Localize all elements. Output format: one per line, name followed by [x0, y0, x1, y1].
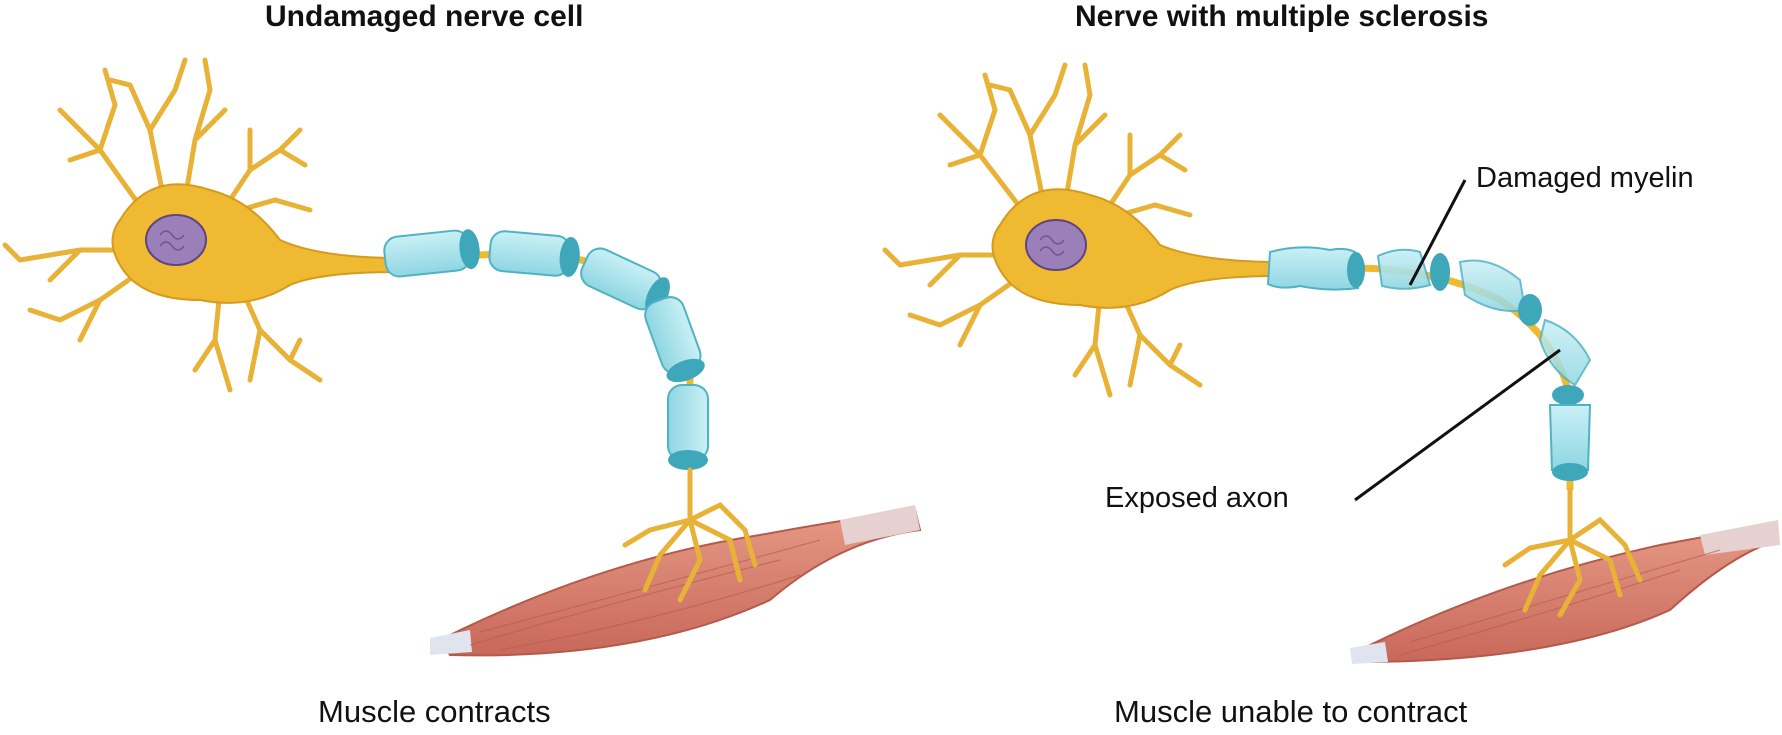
left-panel-caption: Muscle contracts	[318, 694, 551, 729]
left-neuron	[2, 57, 922, 657]
right-neuron	[882, 62, 1780, 664]
left-soma	[111, 183, 401, 304]
right-nucleus	[1025, 219, 1087, 271]
exposed-axon-leader	[1354, 348, 1561, 502]
right-axon-terminals	[1502, 487, 1643, 618]
left-panel-title: Undamaged nerve cell	[265, 0, 584, 33]
left-myelin-sheaths	[383, 229, 709, 470]
left-dendrites	[2, 57, 323, 393]
right-muscle	[1350, 520, 1780, 664]
right-dendrites	[882, 62, 1203, 398]
damaged-myelin-label: Damaged myelin	[1476, 162, 1694, 194]
exposed-axon-label: Exposed axon	[1105, 482, 1289, 514]
right-myelin-sheaths	[1266, 246, 1592, 481]
right-panel-caption: Muscle unable to contract	[1114, 694, 1468, 729]
left-muscle	[430, 505, 922, 657]
left-axon-terminals	[622, 467, 758, 603]
damaged-myelin-leader	[1408, 179, 1467, 286]
right-soma	[991, 188, 1281, 309]
right-panel-title: Nerve with multiple sclerosis	[1075, 0, 1489, 33]
left-nucleus	[145, 214, 207, 266]
